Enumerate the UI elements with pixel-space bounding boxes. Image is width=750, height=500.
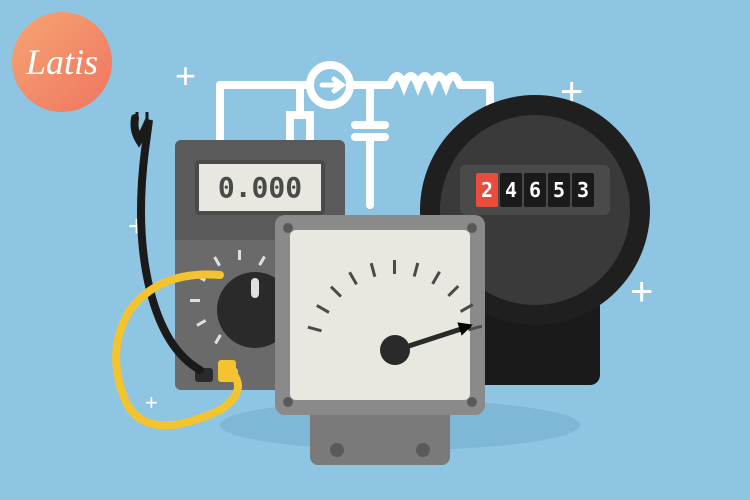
ammeter-pivot (380, 335, 410, 365)
meter-counter: 2 4 6 5 3 (460, 165, 610, 215)
infographic-canvas: Latis + + + + + (0, 0, 750, 500)
probe-yellow (100, 260, 280, 460)
ammeter-screw (283, 223, 293, 233)
logo-badge: Latis (12, 12, 112, 112)
ammeter-terminal (330, 443, 344, 457)
meter-digit: 5 (548, 173, 570, 207)
ammeter-screw (467, 223, 477, 233)
ammeter-terminal (416, 443, 430, 457)
meter-digit: 6 (524, 173, 546, 207)
plus-mark: + (175, 55, 196, 97)
logo-text: Latis (26, 41, 98, 83)
ammeter-head (275, 215, 485, 415)
meter-digit: 2 (476, 173, 498, 207)
meter-digit: 4 (500, 173, 522, 207)
ammeter-face (290, 230, 470, 400)
meter-digit: 3 (572, 173, 594, 207)
ammeter-screw (283, 397, 293, 407)
ammeter-screw (467, 397, 477, 407)
analog-meter (275, 215, 485, 415)
